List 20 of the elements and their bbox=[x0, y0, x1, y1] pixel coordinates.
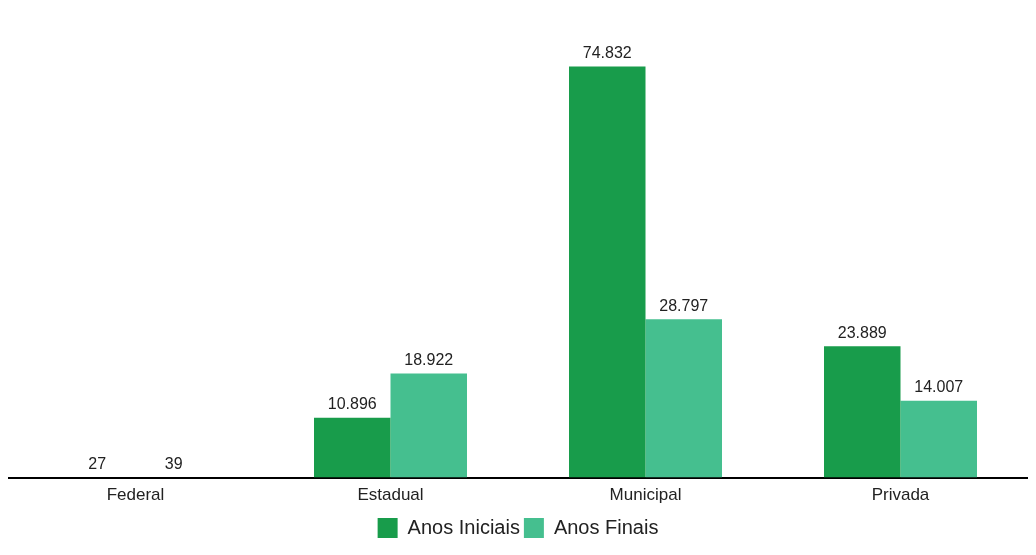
bar bbox=[824, 346, 901, 478]
x-tick-label: Federal bbox=[106, 485, 165, 505]
data-label: 10.896 bbox=[327, 395, 377, 413]
legend-label: Anos Iniciais bbox=[407, 515, 520, 538]
bar bbox=[900, 400, 977, 478]
bar bbox=[314, 417, 391, 478]
bar bbox=[390, 373, 467, 478]
data-label: 18.922 bbox=[404, 351, 454, 369]
data-label: 27 bbox=[88, 454, 107, 472]
data-label: 14.007 bbox=[914, 378, 964, 396]
data-label: 28.797 bbox=[659, 296, 709, 314]
legend-label: Anos Finais bbox=[553, 515, 659, 538]
data-label: 39 bbox=[164, 454, 183, 472]
bar bbox=[645, 319, 722, 478]
x-tick-label: Estadual bbox=[357, 485, 424, 505]
x-tick-label: Municipal bbox=[609, 485, 682, 505]
x-tick-label: Privada bbox=[871, 485, 930, 505]
data-label: 74.832 bbox=[582, 43, 632, 61]
bar bbox=[569, 66, 646, 478]
data-label: 23.889 bbox=[837, 323, 887, 341]
